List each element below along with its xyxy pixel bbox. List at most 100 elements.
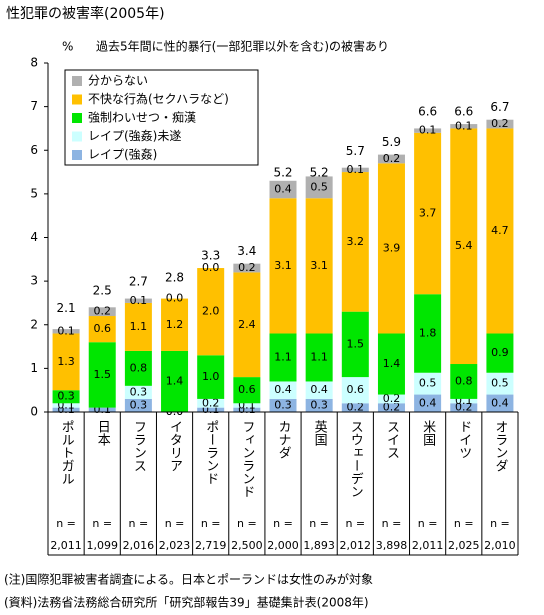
sample-size: 1,893 — [303, 539, 335, 552]
bar-segment — [233, 403, 261, 408]
bar-segment — [377, 394, 405, 404]
value-label: 0.1 — [130, 294, 148, 307]
note: (注)国際犯罪被害者調査による。日本とポーランドは女性のみが対象 — [4, 572, 373, 587]
bar-segment — [341, 377, 369, 404]
value-label: 0.1 — [347, 163, 365, 176]
bar-segment — [486, 394, 514, 412]
bar-segment — [161, 350, 189, 412]
sample-size: 2,023 — [159, 539, 191, 552]
value-label: 2.4 — [238, 318, 256, 331]
value-label: 0.2 — [383, 152, 401, 165]
bar-segment — [52, 407, 80, 412]
bar-segment — [414, 394, 442, 412]
bar-segment — [197, 407, 225, 412]
n-label: n = — [56, 517, 76, 530]
total-label: 6.6 — [454, 105, 473, 119]
y-tick-label: 2 — [30, 317, 38, 331]
total-label: 6.7 — [490, 100, 509, 114]
value-label: 1.1 — [274, 350, 292, 363]
bar-segment — [88, 316, 116, 343]
bar-segment — [269, 398, 297, 412]
legend-label: レイプ(強姦) — [88, 147, 157, 162]
subtitle: 過去5年間に性的暴行(一部犯罪以外を含む)の被害あり — [96, 39, 389, 54]
value-label: 0.2 — [238, 261, 256, 274]
value-label: 0.4 — [419, 396, 437, 409]
total-label: 2.7 — [129, 275, 148, 289]
bar-segment — [233, 407, 261, 412]
bar-segment — [305, 176, 333, 199]
value-label: 0.1 — [419, 124, 437, 137]
value-label: 1.5 — [93, 368, 111, 381]
value-label: 0.2 — [455, 401, 473, 414]
total-label: 3.4 — [237, 244, 256, 258]
total-label: 6.6 — [418, 105, 437, 119]
n-label: n = — [382, 517, 402, 530]
sample-size: 2,011 — [412, 539, 444, 552]
value-label: 0.4 — [274, 383, 292, 396]
sample-size: 2,025 — [448, 539, 480, 552]
value-label: 0.4 — [491, 396, 509, 409]
bar-segment — [124, 398, 152, 412]
x-tick-label: ドイツ — [456, 420, 471, 459]
bar-segment — [450, 398, 478, 404]
total-label: 2.5 — [93, 283, 112, 297]
value-label: 0.6 — [238, 383, 256, 396]
value-label: 1.3 — [57, 355, 75, 368]
bar-segment — [341, 172, 369, 312]
value-label: 3.1 — [274, 259, 292, 272]
sample-size: 3,898 — [376, 539, 408, 552]
value-label: 0.4 — [274, 183, 292, 196]
value-label: 0.2 — [383, 401, 401, 414]
y-tick-label: 4 — [30, 230, 38, 244]
bar-segment — [377, 163, 405, 334]
sample-size: 2,719 — [195, 539, 227, 552]
bar-segment — [486, 128, 514, 334]
value-label: 0.3 — [57, 390, 75, 403]
bar-segment — [450, 128, 478, 365]
x-tick-label: スウェーデン — [348, 420, 363, 498]
total-label: 5.2 — [273, 166, 292, 180]
legend-label: 強制わいせつ・痴漢 — [88, 110, 196, 125]
legend-box — [64, 69, 259, 166]
legend-swatch — [72, 150, 82, 160]
chart-title: 性犯罪の被害率(2005年) — [6, 5, 165, 22]
value-label: 1.1 — [130, 320, 148, 333]
y-tick-label: 3 — [30, 274, 38, 288]
bar-segment — [450, 364, 478, 399]
bar-segment — [161, 298, 189, 351]
value-label: 3.2 — [347, 235, 365, 248]
sample-size: 2,011 — [50, 539, 82, 552]
y-tick-label: 8 — [30, 56, 38, 70]
bar-segment — [414, 372, 442, 395]
value-label: 1.5 — [347, 337, 365, 350]
bar-segment — [450, 124, 478, 129]
x-tick-label: フランス — [131, 420, 146, 472]
bar-segment — [52, 329, 80, 334]
bar-segment — [341, 403, 369, 412]
value-label: 5.4 — [455, 239, 473, 252]
bar-segment — [52, 403, 80, 408]
value-label: 0.6 — [347, 383, 365, 396]
value-label: 3.9 — [383, 241, 401, 254]
value-label: 3.7 — [419, 207, 437, 220]
bar-segment — [269, 198, 297, 334]
bar-segment — [486, 372, 514, 395]
value-label: 0.5 — [310, 180, 328, 193]
n-label: n = — [92, 517, 112, 530]
x-tick-label: ポーランド — [203, 420, 218, 485]
value-label: 0.2 — [347, 401, 365, 414]
legend-swatch — [72, 76, 82, 86]
x-tick-label: カナダ — [276, 420, 291, 459]
bar-segment — [450, 403, 478, 412]
total-label: 2.8 — [165, 270, 184, 284]
bar-segment — [341, 167, 369, 173]
sample-size: 2,016 — [123, 539, 155, 552]
value-label: 0.9 — [491, 346, 509, 359]
note: (資料)法務省法務総合研究所「研究部報告39」基礎集計表(2008年) — [4, 595, 369, 610]
value-label: 0.3 — [310, 398, 328, 411]
y-tick-label: 1 — [30, 361, 38, 375]
bar-segment — [197, 398, 225, 408]
value-label: 0.5 — [491, 377, 509, 390]
